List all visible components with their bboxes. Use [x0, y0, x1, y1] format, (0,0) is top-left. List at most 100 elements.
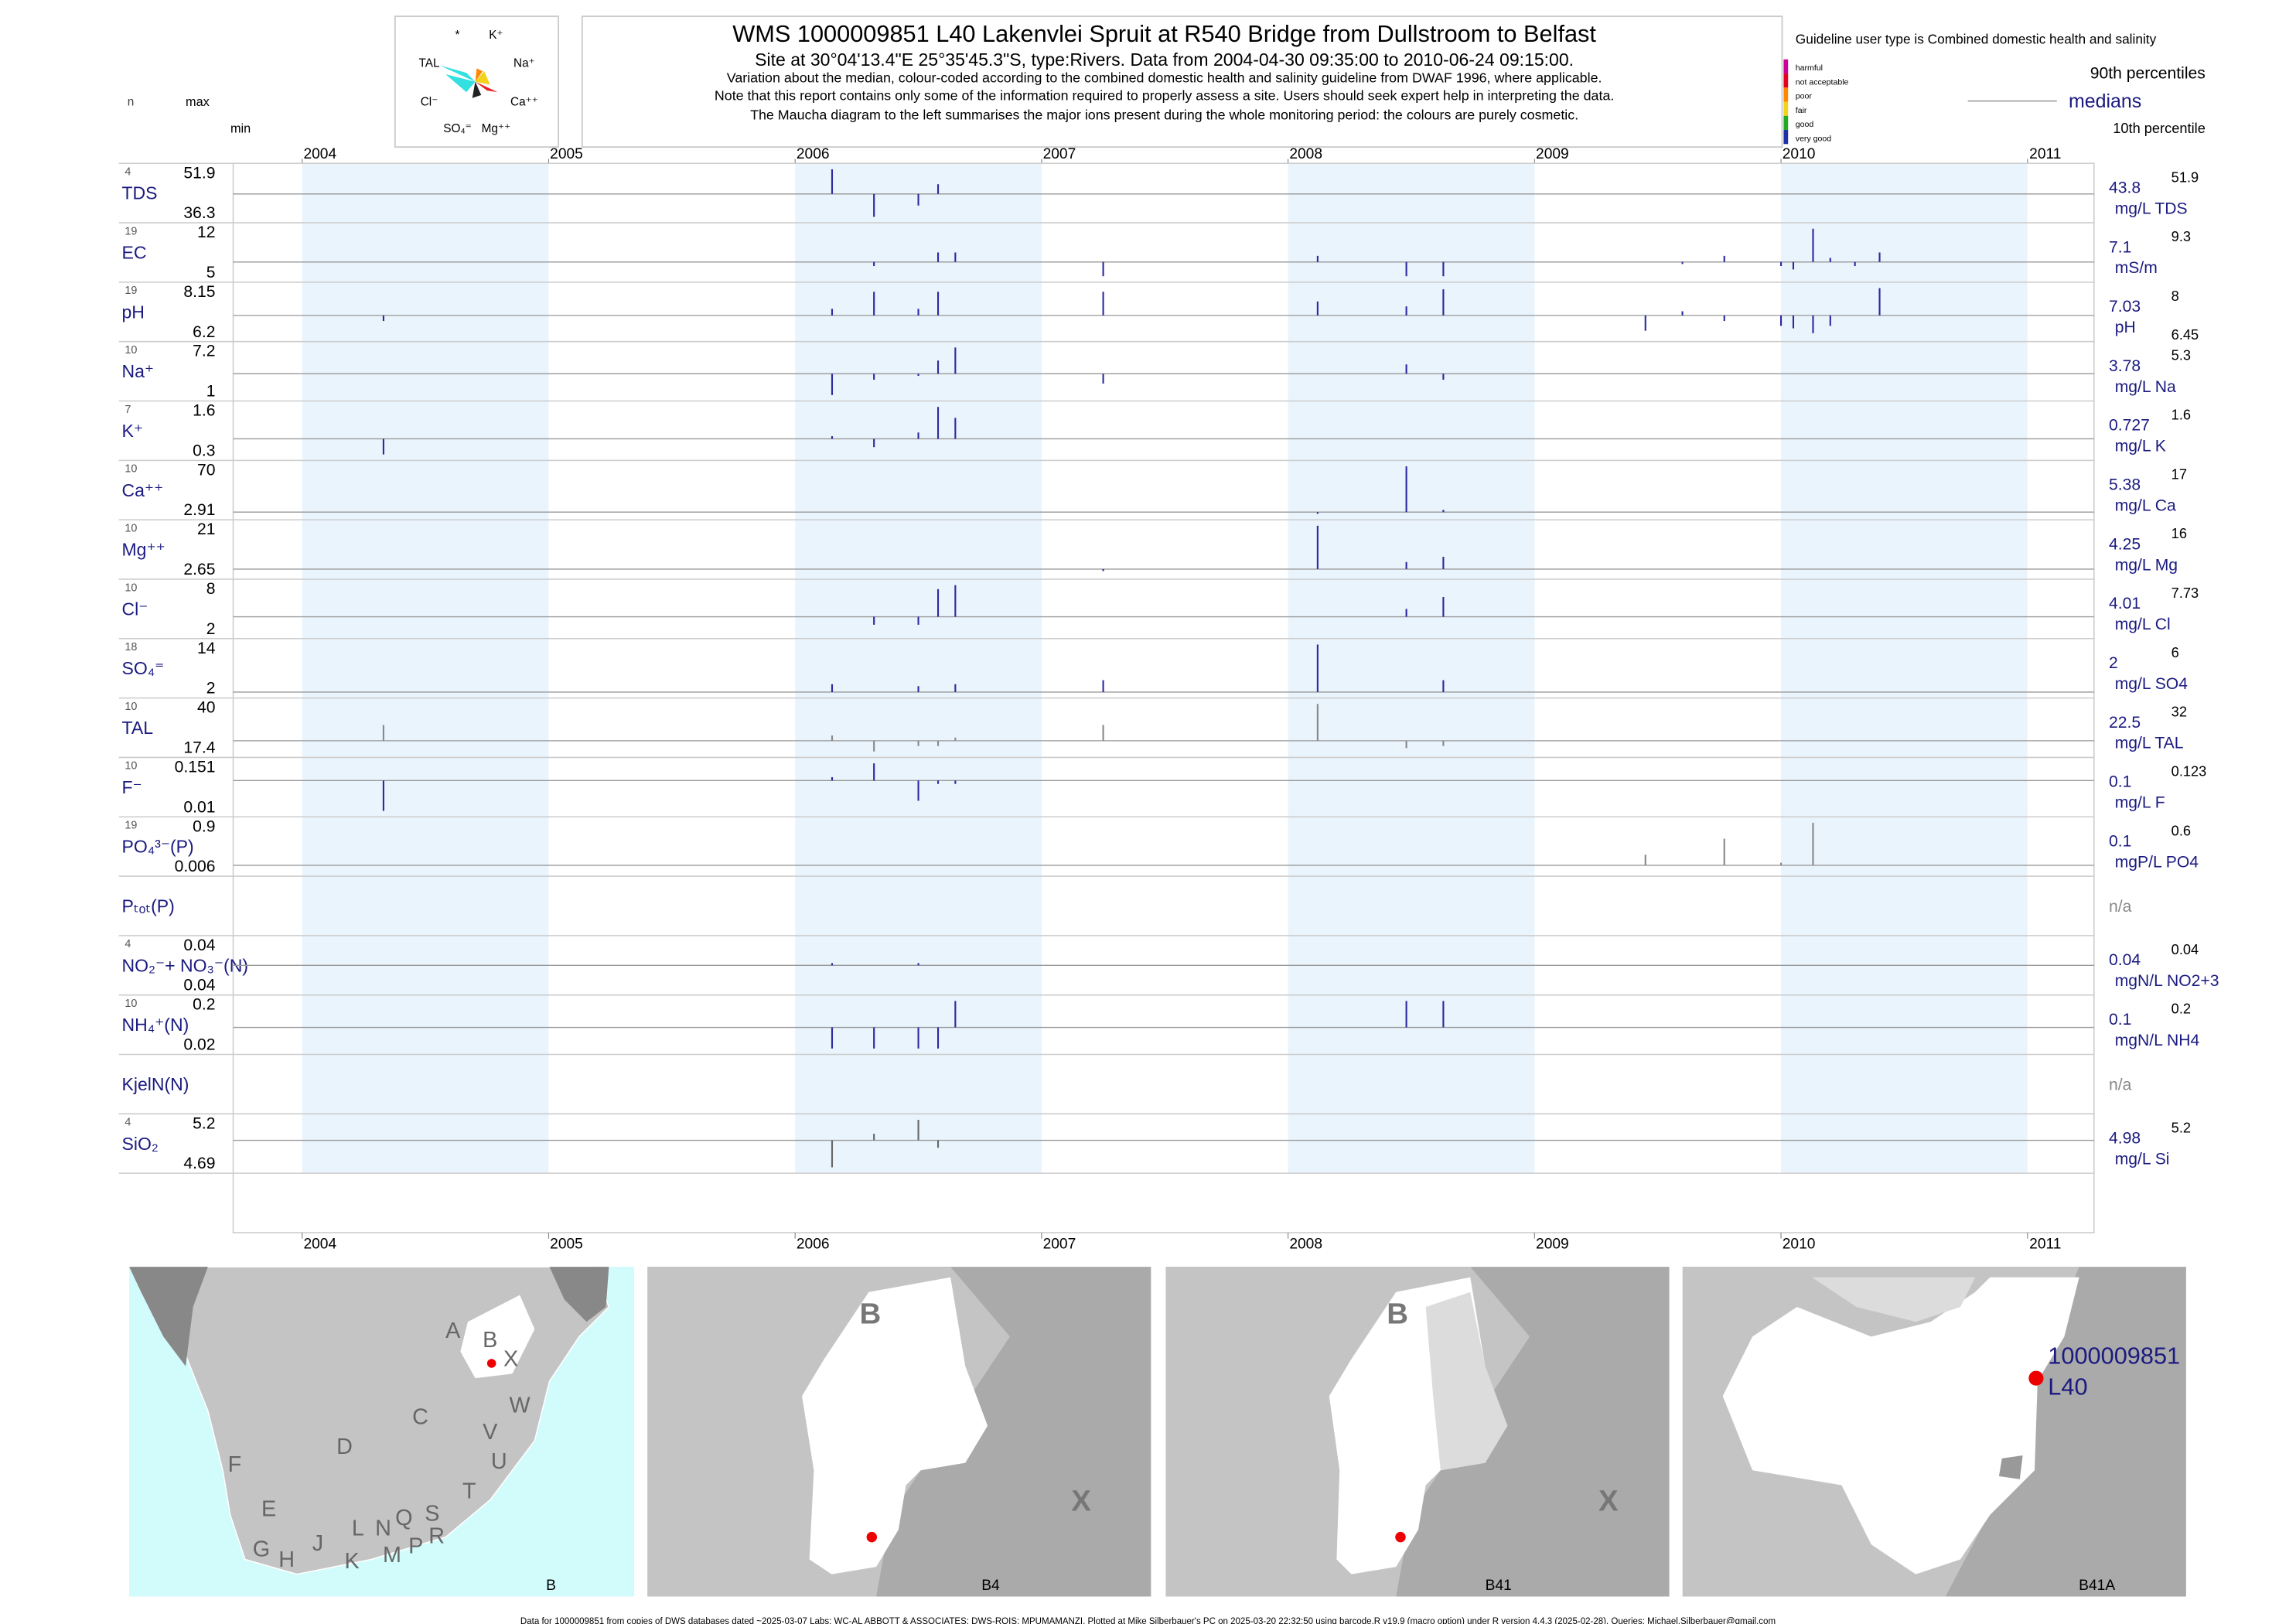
guideline-title: Guideline user type is Combined domestic…: [1796, 31, 2157, 46]
subtitle: Site at 30°04'13.4"E 25°35'45.3"S, type:…: [755, 49, 1574, 70]
panel-max: 0.151: [175, 758, 216, 776]
map-region-label: X: [1598, 1485, 1619, 1518]
maucha-label: K⁺: [489, 29, 503, 42]
panel-name: PO₄³⁻(P): [121, 837, 193, 857]
x-tick-label: 2005: [550, 146, 583, 162]
x-tick-label: 2004: [303, 146, 336, 162]
maucha-sector: [445, 74, 476, 93]
panel-min: 0.04: [183, 977, 215, 995]
panel-unit: mgN/L NO2+3: [2115, 972, 2219, 990]
panel-name: Cl⁻: [121, 599, 148, 619]
x-tick-label: 2010: [1783, 146, 1816, 162]
map-region: [460, 1295, 535, 1379]
map-region-label: 1000009851: [2048, 1342, 2180, 1369]
guideline-swatch: [1783, 101, 1789, 116]
map-catchment: [802, 1277, 988, 1575]
panel-unit: mg/L SO4: [2115, 675, 2189, 693]
panel-min: 36.3: [183, 204, 215, 222]
panel-min: 0.006: [175, 858, 216, 875]
panel-min: 0.01: [183, 798, 215, 816]
x-tick-label: 2009: [1536, 1236, 1569, 1252]
map-region-label: L40: [2048, 1373, 2087, 1401]
guideline-swatch: [1783, 73, 1789, 88]
map-label: B: [546, 1578, 556, 1594]
panel-name: Ca⁺⁺: [121, 480, 163, 500]
panel-name: SiO₂: [121, 1134, 158, 1154]
maucha-sector: [475, 68, 483, 82]
panel-median: 0.727: [2109, 417, 2150, 435]
panel-n: 10: [125, 463, 137, 476]
panel-median: 4.25: [2109, 535, 2141, 553]
maucha-label: Mg⁺⁺: [482, 122, 511, 135]
x-tick-label: 2007: [1043, 1236, 1076, 1252]
map-catchment: [1722, 1277, 2079, 1575]
map-region-label: A: [445, 1319, 461, 1343]
guideline-class: not acceptable: [1796, 77, 1849, 87]
panel-median: 43.8: [2109, 179, 2141, 196]
panel-n: 4: [125, 166, 131, 179]
panel-unit: mg/L F: [2115, 794, 2165, 812]
column-header: min: [230, 121, 251, 135]
panel-min: 2: [206, 620, 216, 638]
plot: 2004 2004 2005 2005 2006 2006 2007 2007 2008 2008…: [118, 146, 2219, 1252]
panel-p90: 7.73: [2171, 585, 2199, 601]
map-region-label: B: [860, 1298, 882, 1331]
guideline-class: poor: [1796, 92, 1813, 101]
panel-p90: 32: [2171, 704, 2187, 720]
panel-min: 0.3: [193, 442, 215, 459]
map-region-label: T: [462, 1479, 476, 1504]
panel-min: 6.2: [193, 323, 215, 341]
panel-unit: mgP/L PO4: [2115, 853, 2199, 871]
panel-p90: 9.3: [2171, 228, 2191, 244]
panel-name: TAL: [121, 718, 153, 738]
panel-unit: mS/m: [2115, 259, 2158, 277]
map-region-label: G: [253, 1537, 270, 1562]
x-tick-label: 2010: [1783, 1236, 1816, 1252]
maucha-sector: [475, 71, 490, 85]
guideline-class: good: [1796, 120, 1814, 129]
panel-p90: 16: [2171, 525, 2187, 541]
map-region-label: X: [503, 1347, 518, 1372]
panel-median: 0.04: [2109, 951, 2141, 969]
panel-unit: mg/L Cl: [2115, 616, 2171, 633]
year-band: [1288, 163, 1535, 1174]
map-region-label: F: [228, 1452, 242, 1477]
panel-max: 5.2: [193, 1114, 215, 1132]
panel-max: 14: [197, 640, 216, 657]
panel-name: F⁻: [121, 777, 142, 797]
note: Note that this report contains only some…: [715, 88, 1614, 104]
panel-unit: mg/L Na: [2115, 378, 2176, 396]
map-region-label: U: [491, 1449, 507, 1474]
panel-p90: 0.2: [2171, 1001, 2191, 1017]
x-tick-label: 2008: [1289, 146, 1322, 162]
panel-median: 22.5: [2109, 714, 2141, 732]
panel-min: 2: [206, 680, 216, 698]
panel-unit: mg/L Ca: [2115, 496, 2176, 514]
site-marker: [866, 1531, 878, 1543]
panel-median: 0.1: [2109, 1011, 2131, 1029]
panel-median: 7.03: [2109, 298, 2141, 316]
x-tick-label: 2011: [2029, 1236, 2061, 1252]
panel-median: 2: [2109, 654, 2118, 672]
panel-max: 0.9: [193, 817, 215, 835]
panel-unit: mg/L K: [2115, 438, 2166, 455]
panel-n: 10: [125, 760, 137, 773]
map-region-label: M: [383, 1543, 401, 1568]
panel-median: 4.01: [2109, 595, 2141, 612]
median-label: medians: [2069, 90, 2141, 112]
map-label: B4: [981, 1578, 1000, 1594]
panel-p90: 17: [2171, 466, 2187, 482]
panel-name: KjelN(N): [121, 1074, 189, 1094]
x-tick-label: 2006: [797, 1236, 830, 1252]
panel-max: 7.2: [193, 343, 215, 360]
panel-p90: 5.2: [2171, 1119, 2191, 1135]
panel-n: 10: [125, 998, 137, 1010]
guideline-swatch: [1783, 87, 1789, 102]
year-band: [1781, 163, 2028, 1174]
map-region-label: L: [352, 1517, 364, 1541]
x-tick-label: 2005: [550, 1236, 583, 1252]
guideline-swatch: [1783, 115, 1789, 131]
guideline-class: fair: [1796, 106, 1807, 115]
